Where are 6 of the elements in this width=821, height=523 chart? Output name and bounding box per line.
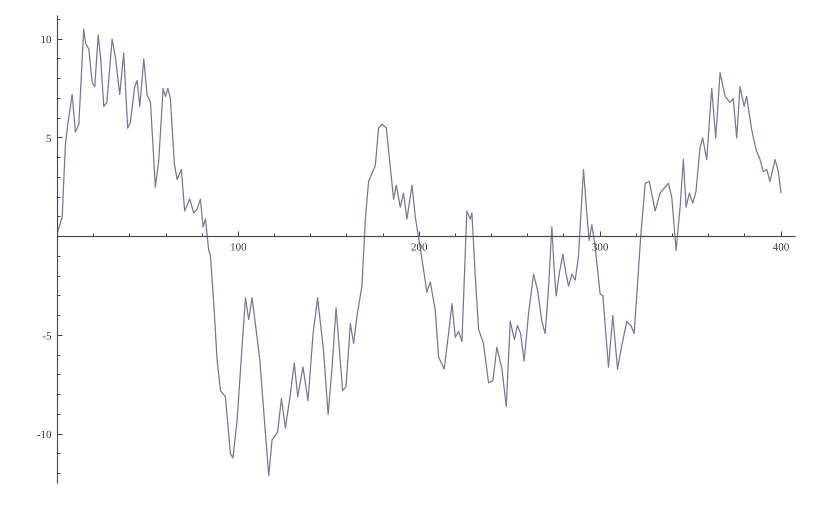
x-tick-label: 400 (772, 242, 790, 254)
y-tick-label: -10 (36, 429, 52, 442)
y-tick-label: -5 (42, 330, 52, 342)
y-tick-label: 5 (46, 132, 52, 145)
y-tick-label: 10 (40, 34, 52, 46)
x-tick-label: 100 (230, 242, 248, 254)
